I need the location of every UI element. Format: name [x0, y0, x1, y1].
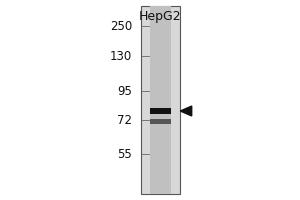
Bar: [150, 6, 171, 194]
Polygon shape: [180, 106, 192, 116]
Text: 55: 55: [117, 148, 132, 160]
Text: 72: 72: [117, 114, 132, 127]
Bar: [150, 119, 171, 124]
Text: 95: 95: [117, 85, 132, 98]
Text: 250: 250: [110, 20, 132, 32]
Bar: [150, 108, 171, 114]
Text: HepG2: HepG2: [139, 10, 182, 23]
Bar: [141, 6, 180, 194]
Text: 130: 130: [110, 49, 132, 62]
